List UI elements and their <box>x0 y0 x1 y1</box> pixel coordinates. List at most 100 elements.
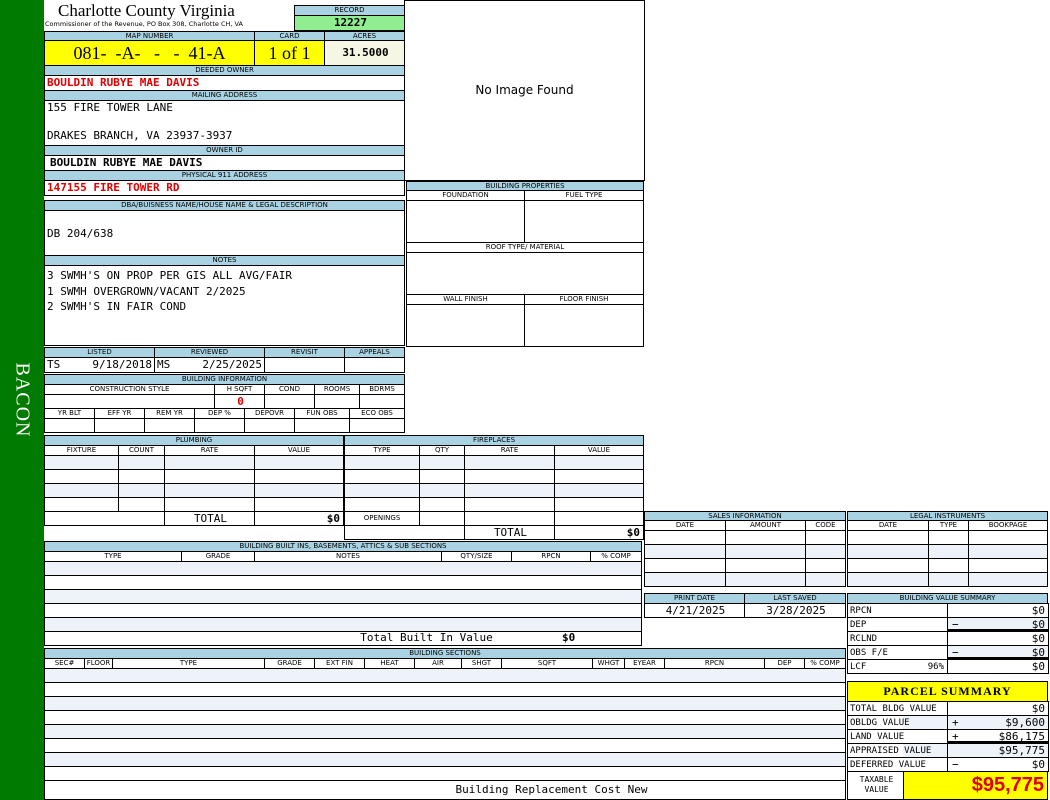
plumbing-cell <box>118 497 165 512</box>
fireplaces-cell <box>554 469 644 484</box>
wall-finish-value <box>406 304 525 347</box>
bvs-row: DEP <box>847 617 948 632</box>
bvs-row-label: RPCN <box>850 606 872 616</box>
fuel-type-value <box>524 200 644 243</box>
fireplaces-cell <box>419 497 465 512</box>
bvs-row: OBS F/E <box>847 645 948 660</box>
fireplaces-cell <box>554 497 644 512</box>
map-number: 081- -A- - - 41-A <box>44 40 255 66</box>
fireplace-cell <box>464 511 555 526</box>
sections-row <box>44 696 846 711</box>
plumbing-cell <box>44 455 119 470</box>
sales-cell <box>725 530 806 545</box>
summary-row-label: OBLDG VALUE <box>847 715 910 730</box>
built-ins-row <box>44 561 642 576</box>
taxable-value-label: TAXABLE VALUE <box>847 771 904 800</box>
legal-cell <box>928 530 969 545</box>
summary-row-label: DEFERRED VALUE <box>847 757 926 772</box>
plumbing-cell <box>44 483 119 498</box>
legal-cell <box>928 558 969 573</box>
fireplace-cell <box>554 511 644 526</box>
listed-by: TS <box>47 358 61 371</box>
bvs-row-value: $0 <box>947 603 1049 618</box>
building-info-cell <box>244 418 295 433</box>
fireplaces-cell <box>554 455 644 470</box>
fireplaces-cell <box>419 483 465 498</box>
sections-row <box>44 738 846 753</box>
district-label: BACON <box>11 362 34 438</box>
legal-cell <box>928 544 969 559</box>
built-ins-row <box>44 589 642 604</box>
built-ins-total-label: Total Built In Value <box>360 632 493 644</box>
sales-cell <box>644 572 726 587</box>
plumbing-cell <box>254 455 344 470</box>
summary-row-label: APPRAISED VALUE <box>847 743 931 758</box>
bvs-row-label: OBS F/E <box>850 648 888 658</box>
building-info-cell <box>194 418 245 433</box>
bvs-row: RPCN <box>847 603 948 618</box>
page-title: Charlotte County Virginia <box>58 1 235 20</box>
built-ins-total: $0 <box>562 632 576 644</box>
summary-row-value: $95,775 <box>947 743 1049 758</box>
building-info-cell <box>144 418 195 433</box>
parcel-summary-label: PARCEL SUMMARY <box>847 681 1048 702</box>
building-info-cell <box>314 394 360 409</box>
built-ins-total-row <box>44 631 642 646</box>
building-info-cell <box>359 394 405 409</box>
sales-cell <box>725 572 806 587</box>
sign-icon: + <box>952 716 959 729</box>
sales-cell <box>805 544 846 559</box>
built-ins-row <box>44 617 642 632</box>
sections-row <box>44 710 846 725</box>
built-ins-row <box>44 575 642 590</box>
summary-spacer <box>903 757 948 772</box>
summary-spacer <box>903 715 948 730</box>
sections-row <box>44 724 846 739</box>
fireplace-total-spacer <box>344 525 465 540</box>
plumbing-cell <box>118 469 165 484</box>
note-line: 2 SWMH'S IN FAIR COND <box>47 300 187 313</box>
sections-row <box>44 668 846 683</box>
bvs-row-value: $0 <box>947 631 1049 646</box>
plumbing-cell <box>118 483 165 498</box>
foundation-value <box>406 200 525 243</box>
fireplaces-cell <box>464 483 555 498</box>
floor-finish-value <box>524 304 644 347</box>
plumbing-total-spacer <box>44 511 165 526</box>
mail-line-1: 155 FIRE TOWER LANE <box>47 101 173 114</box>
sections-row <box>44 752 846 767</box>
lcf-percent: 96% <box>927 662 944 672</box>
plumbing-cell <box>118 455 165 470</box>
fireplace-cell <box>419 511 465 526</box>
owner-id: BOULDIN RUBYE MAE DAVIS <box>44 155 405 171</box>
property-image: No Image Found <box>404 0 645 181</box>
plumbing-cell <box>164 483 255 498</box>
reviewed-by: MS <box>157 358 171 371</box>
fireplaces-cell <box>344 497 420 512</box>
acres-value: 31.5000 <box>324 40 405 66</box>
mailing-address: 155 FIRE TOWER LANE DRAKES BRANCH, VA 23… <box>44 100 405 146</box>
built-ins-row <box>44 603 642 618</box>
summary-row-value: $0 <box>947 701 1049 716</box>
page-subtitle: Commissioner of the Revenue, PO Box 308,… <box>45 20 243 28</box>
plumbing-cell <box>44 469 119 484</box>
building-info-cell <box>44 418 95 433</box>
replacement-cost-label: Building Replacement Cost New <box>455 783 648 796</box>
listed-value: TS 9/18/2018 <box>44 357 155 373</box>
sales-cell <box>644 530 726 545</box>
summary-row-value: $86,175 <box>947 729 1049 744</box>
fireplaces-cell <box>554 483 644 498</box>
print-date: 4/21/2025 <box>644 603 745 618</box>
bvs-row-label: RCLND <box>850 634 878 644</box>
plumbing-cell <box>254 469 344 484</box>
legal-cell <box>968 544 1048 559</box>
legal-cell <box>968 530 1048 545</box>
sales-cell <box>644 544 726 559</box>
fireplaces-cell <box>419 455 465 470</box>
sections-row <box>44 682 846 697</box>
record-number: 12227 <box>294 15 405 31</box>
roof-type-value <box>406 252 644 295</box>
legal-cell <box>847 572 929 587</box>
bvs-row-value: $0 <box>947 659 1049 674</box>
sections-row <box>44 766 846 781</box>
